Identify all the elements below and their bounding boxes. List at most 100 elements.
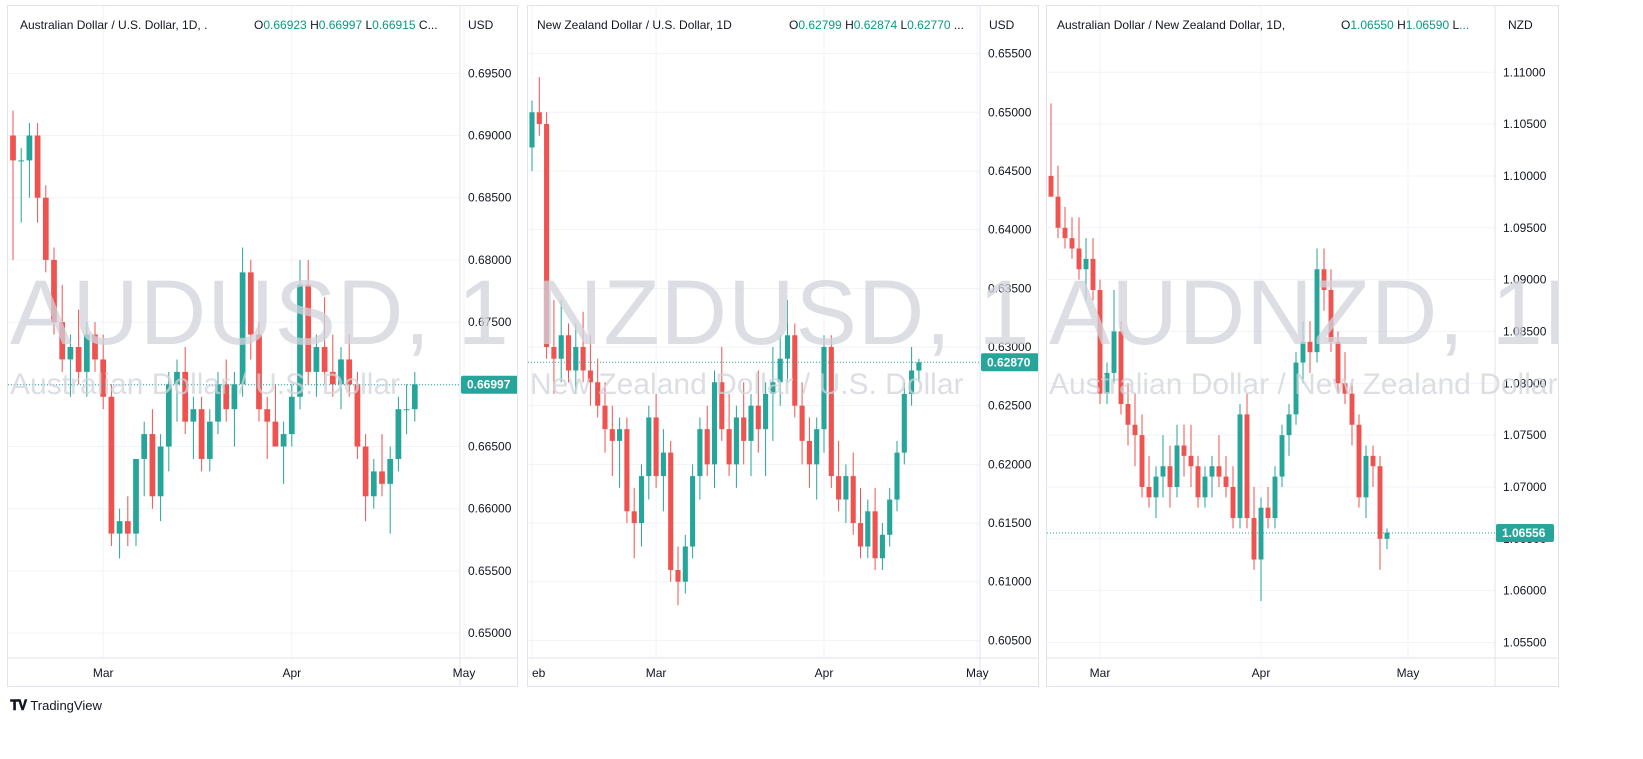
candle-body <box>239 272 246 385</box>
ohlc-tail: ... <box>953 18 964 32</box>
candle-body <box>777 358 783 383</box>
candle-body <box>288 396 295 435</box>
candle-body <box>182 371 189 422</box>
currency-label: USD <box>989 18 1015 32</box>
x-tick-label: May <box>1397 666 1420 680</box>
chart-panel-audnzd[interactable]: 1.055001.060001.065001.070001.075001.080… <box>1046 5 1559 687</box>
candle-body <box>83 334 90 372</box>
candle-body <box>704 429 710 465</box>
y-tick-label: 1.09000 <box>1503 273 1547 287</box>
candle-body <box>872 511 878 559</box>
candle-body <box>587 370 593 383</box>
candle-body <box>190 409 197 422</box>
candle-body <box>617 429 623 441</box>
candle-body <box>75 347 82 372</box>
last-price-badge <box>461 375 517 394</box>
candle-body <box>814 429 820 465</box>
y-tick-label: 1.06000 <box>1503 584 1547 598</box>
candlestick-chart-audnzd[interactable]: 1.055001.060001.065001.070001.075001.080… <box>1047 6 1559 687</box>
candle-body <box>697 429 703 477</box>
candle-body <box>1314 269 1320 353</box>
high-label: H <box>310 18 319 32</box>
candle-body <box>529 112 535 148</box>
candle-body <box>536 112 542 125</box>
candle-body <box>646 417 652 477</box>
candle-body <box>1181 445 1187 456</box>
candle-body <box>828 347 834 477</box>
candle-body <box>231 384 238 410</box>
candle-body <box>631 511 637 524</box>
x-tick-label: eb <box>532 666 546 680</box>
candle-body <box>1139 435 1145 487</box>
y-tick-label: 0.67500 <box>468 315 512 329</box>
candle-body <box>51 259 57 323</box>
chart-panel-audusd[interactable]: 0.650000.655000.660000.665000.670000.675… <box>7 5 518 687</box>
candle-body <box>1251 518 1257 560</box>
candle-body <box>668 452 674 570</box>
symbol-title[interactable]: New Zealand Dollar / U.S. Dollar, 1D <box>537 18 732 32</box>
candle-body <box>755 405 761 430</box>
y-tick-label: 0.64500 <box>988 164 1032 178</box>
candle-body <box>565 335 572 371</box>
candle-body <box>1300 341 1306 363</box>
high-label: H <box>1397 18 1406 32</box>
candle-body <box>403 409 410 411</box>
x-tick-label: Apr <box>815 666 834 680</box>
candle-body <box>305 284 312 372</box>
candle-body <box>1265 507 1271 519</box>
candle-body <box>580 347 586 371</box>
y-tick-label: 0.64000 <box>988 223 1032 237</box>
currency-label: USD <box>468 18 494 32</box>
candle-body <box>174 371 180 385</box>
high-value: 0.62874 <box>853 18 898 32</box>
x-tick-label: Mar <box>1090 666 1111 680</box>
candle-body <box>379 471 385 484</box>
candle-body <box>1377 466 1383 539</box>
chart-panel-nzdusd[interactable]: 0.60500 0.61000 0.61500 0.62000 0.62500 0.630… <box>527 5 1039 687</box>
candle-body <box>763 393 769 430</box>
last-price-label: 0.66997 <box>467 378 511 392</box>
tradingview-branding[interactable]: 𝐓𝐕 TradingView <box>10 697 102 714</box>
y-tick-label: 1.11000 <box>1503 65 1546 79</box>
candle-body <box>1279 435 1285 477</box>
candle-body <box>370 471 377 497</box>
last-price-badge <box>1496 523 1554 542</box>
candle-body <box>1209 466 1215 477</box>
candle-body <box>141 434 148 459</box>
candle-body <box>338 359 344 385</box>
candle-body <box>726 429 732 465</box>
candle-body <box>272 421 279 447</box>
symbol-title[interactable]: Australian Dollar / U.S. Dollar, 1D, . <box>20 18 208 32</box>
y-tick-label: 1.07500 <box>1503 428 1547 442</box>
candle-body <box>223 384 230 410</box>
last-price-label: 0.62870 <box>987 355 1031 369</box>
open-label: O <box>789 18 799 32</box>
x-tick-label: May <box>966 666 989 680</box>
candle-body <box>1153 476 1159 498</box>
candle-body <box>264 409 271 422</box>
candle-body <box>551 347 557 359</box>
candle-body <box>321 347 328 372</box>
high-label: H <box>845 18 854 32</box>
tradingview-logo-icon: 𝐓𝐕 <box>10 697 27 713</box>
last-price-label: 1.06556 <box>1502 526 1546 540</box>
x-tick-label: Mar <box>646 666 667 680</box>
candle-body <box>573 347 579 371</box>
candle-body <box>1258 507 1264 560</box>
candle-body <box>10 135 16 161</box>
ohlc-tail: C... <box>418 18 438 32</box>
symbol-title[interactable]: Australian Dollar / New Zealand Dollar, … <box>1057 18 1286 32</box>
candle-body <box>34 135 41 198</box>
candlestick-chart-nzdusd[interactable]: 0.60500 0.61000 0.61500 0.62000 0.62500 0.630… <box>528 6 1039 687</box>
candle-body <box>1118 331 1124 405</box>
high-value: 0.66997 <box>318 18 363 32</box>
candle-body <box>1111 331 1117 373</box>
candle-body <box>206 421 213 459</box>
candle-body <box>280 434 287 447</box>
candle-body <box>1097 289 1103 394</box>
candle-body <box>748 405 754 441</box>
candlestick-chart-audusd[interactable]: 0.650000.655000.660000.665000.670000.675… <box>8 6 518 687</box>
candle-body <box>887 499 893 535</box>
candle-body <box>354 384 361 447</box>
candle-body <box>660 452 666 477</box>
